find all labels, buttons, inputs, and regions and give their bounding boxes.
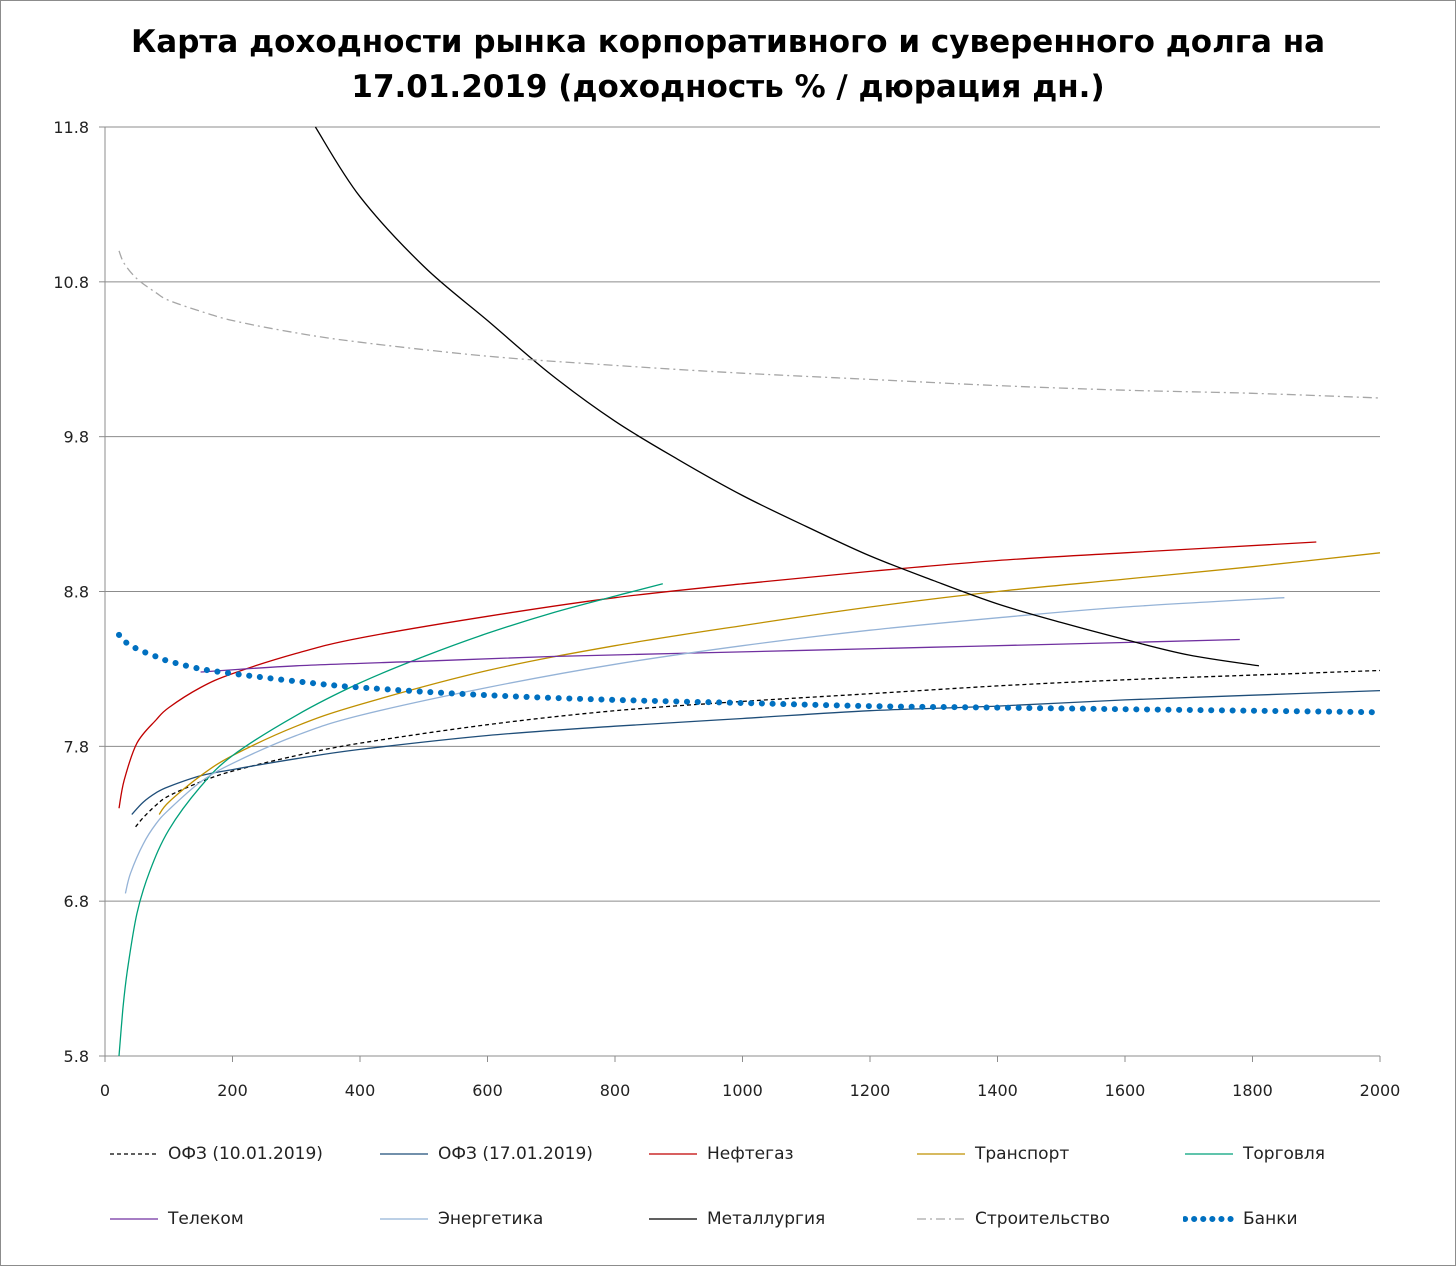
series-line-энергетика	[124, 597, 1285, 894]
legend-swatch	[649, 1218, 697, 1220]
y-tick-label: 8.8	[64, 583, 89, 602]
x-tick-label: 1400	[977, 1081, 1018, 1100]
legend-swatch	[917, 1153, 965, 1155]
legend-label: Энергетика	[438, 1209, 544, 1229]
legend-swatch	[380, 1153, 428, 1155]
series-line-офз-10-01-2019	[135, 669, 1381, 828]
y-tick-label: 9.8	[64, 428, 89, 447]
legend-item: Энергетика	[378, 1209, 543, 1229]
chart-title: Карта доходности рынка корпоративного и …	[0, 20, 1456, 110]
legend-label: Строительство	[975, 1209, 1110, 1229]
legend-item: ОФЗ (17.01.2019)	[378, 1144, 593, 1164]
x-tick-label: 1800	[1232, 1081, 1273, 1100]
series-group	[116, 126, 1382, 1057]
series-line-строительство	[118, 250, 1381, 399]
legend-swatch	[1183, 1216, 1235, 1222]
series-line-телеком	[200, 638, 1240, 673]
x-tick-label: 0	[100, 1081, 110, 1100]
y-tick-label: 7.8	[64, 737, 89, 756]
legend-label: Транспорт	[975, 1144, 1070, 1164]
legend-swatch	[1185, 1153, 1233, 1155]
legend-item: Транспорт	[915, 1144, 1069, 1164]
legend-label: ОФЗ (10.01.2019)	[168, 1144, 323, 1164]
legend-label: Нефтегаз	[707, 1144, 794, 1164]
x-tick-label: 200	[217, 1081, 248, 1100]
x-tick-label: 2000	[1360, 1081, 1401, 1100]
x-tick-label: 1000	[722, 1081, 763, 1100]
legend-item: ОФЗ (10.01.2019)	[108, 1144, 323, 1164]
y-tick-label: 10.8	[53, 273, 89, 292]
legend-item: Металлургия	[647, 1209, 825, 1229]
legend-label: ОФЗ (17.01.2019)	[438, 1144, 593, 1164]
series-line-торговля	[118, 583, 663, 1057]
legend-swatch	[649, 1153, 697, 1155]
y-tick-label: 6.8	[64, 892, 89, 911]
legend-item: Торговля	[1183, 1144, 1325, 1164]
series-line-нефтегаз	[118, 541, 1317, 809]
x-tick-label: 600	[472, 1081, 503, 1100]
legend-label: Телеком	[168, 1209, 244, 1229]
x-tick-label: 400	[345, 1081, 376, 1100]
legend-swatch	[110, 1218, 158, 1220]
legend-item: Строительство	[915, 1209, 1110, 1229]
series-line-металлургия	[314, 126, 1259, 667]
x-tick-label: 1600	[1105, 1081, 1146, 1100]
legend-item: Банки	[1183, 1209, 1298, 1229]
y-tick-label: 11.8	[53, 118, 89, 137]
x-tick-label: 800	[600, 1081, 631, 1100]
legend-swatch	[110, 1153, 158, 1155]
series-line-транспорт	[158, 552, 1381, 815]
chart-title-line-2: 17.01.2019 (доходность % / дюрация дн.)	[351, 69, 1105, 105]
y-tick-label: 5.8	[64, 1047, 89, 1066]
series-line-офз-17-01-2019	[131, 689, 1381, 815]
legend-item: Телеком	[108, 1209, 244, 1229]
legend-label: Металлургия	[707, 1209, 826, 1229]
x-tick-label: 1200	[850, 1081, 891, 1100]
legend-label: Банки	[1243, 1209, 1298, 1229]
legend-label: Торговля	[1243, 1144, 1326, 1164]
chart-title-line-1: Карта доходности рынка корпоративного и …	[130, 24, 1326, 60]
legend-swatch	[380, 1218, 428, 1220]
series-line-банки	[116, 631, 1382, 716]
legend-swatch	[917, 1218, 965, 1220]
legend-item: Нефтегаз	[647, 1144, 794, 1164]
